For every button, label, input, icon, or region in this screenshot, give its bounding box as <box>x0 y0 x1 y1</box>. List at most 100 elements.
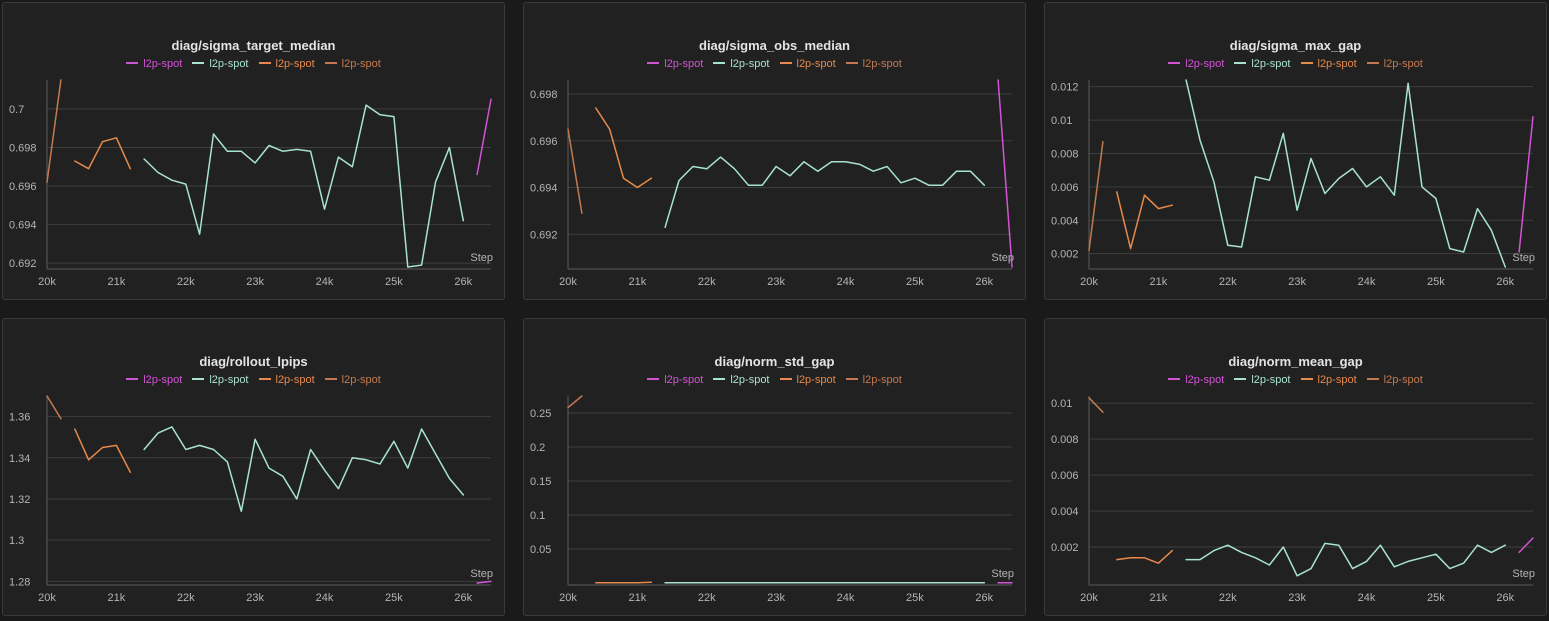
x-tick-label: 22k <box>1219 276 1237 288</box>
y-tick-label: 0.01 <box>1051 398 1072 410</box>
x-tick-label: 22k <box>177 592 195 604</box>
x-tick-label: 22k <box>698 276 716 288</box>
x-tick-label: 25k <box>906 592 924 604</box>
x-tick-label: 23k <box>246 276 264 288</box>
legend-item[interactable]: l2p-spot <box>1168 58 1224 70</box>
legend-item[interactable]: l2p-spot <box>1300 374 1357 386</box>
legend-item[interactable]: l2p-spot <box>1366 374 1423 386</box>
legend-item[interactable]: l2p-spot <box>1234 58 1291 70</box>
x-axis-label: Step <box>991 568 1014 580</box>
y-tick-label: 1.28 <box>9 576 30 588</box>
legend-item[interactable]: l2p-spot <box>324 58 381 70</box>
legend-item[interactable]: l2p-spot <box>1366 58 1423 70</box>
series-line <box>74 428 132 473</box>
y-tick-label: 0.15 <box>530 476 551 488</box>
legend-swatch <box>713 378 726 381</box>
legend-label: l2p-spot <box>209 374 249 386</box>
chart-legend: l2p-spot l2p-spot l2p-spot l2p-spot <box>3 58 504 70</box>
series-line <box>46 395 62 420</box>
legend-item[interactable]: l2p-spot <box>126 58 182 70</box>
x-tick-label: 25k <box>1427 276 1445 288</box>
legend-label: l2p-spot <box>1185 58 1225 70</box>
series-line <box>1518 115 1534 253</box>
legend-item[interactable]: l2p-spot <box>845 58 902 70</box>
legend-swatch <box>126 378 139 381</box>
x-tick-label: 20k <box>1080 276 1098 288</box>
series-line <box>74 137 132 170</box>
series-line <box>1116 549 1174 564</box>
x-tick-label: 25k <box>1427 592 1445 604</box>
legend-item[interactable]: l2p-spot <box>713 58 770 70</box>
y-tick-label: 0.698 <box>530 89 558 101</box>
legend-item[interactable]: l2p-spot <box>1300 58 1357 70</box>
chart-panel-rollout-lpips[interactable]: diag/rollout_lpips l2p-spot l2p-spot l2p-s… <box>2 318 505 616</box>
series-line <box>1088 141 1104 252</box>
series-line <box>1518 537 1534 554</box>
x-tick-label: 22k <box>177 276 195 288</box>
legend-item[interactable]: l2p-spot <box>713 374 770 386</box>
y-tick-label: 0.002 <box>1051 249 1079 261</box>
legend-swatch <box>1234 62 1247 65</box>
y-tick-label: 0.2 <box>530 442 545 454</box>
chart-plot: 0.692 0.694 0.696 0.698 20k 21k 22k 23k 24k 25k 26… <box>530 79 1014 288</box>
chart-panel-norm-mean-gap[interactable]: diag/norm_mean_gap l2p-spot l2p-spot l2p-s… <box>1044 318 1547 616</box>
legend-item[interactable]: l2p-spot <box>845 374 902 386</box>
chart-panel-sigma-obs-median[interactable]: diag/sigma_obs_median l2p-spot l2p-spot l2… <box>523 2 1026 300</box>
legend-label: l2p-spot <box>1251 374 1291 386</box>
y-tick-label: 0.006 <box>1051 470 1079 482</box>
legend-label: l2p-spot <box>341 58 381 70</box>
series-line <box>1185 79 1507 268</box>
legend-swatch <box>779 378 792 381</box>
x-tick-label: 23k <box>246 592 264 604</box>
legend-swatch <box>258 378 271 381</box>
chart-title: diag/sigma_obs_median <box>699 38 850 53</box>
legend-item[interactable]: l2p-spot <box>192 374 249 386</box>
legend-item[interactable]: l2p-spot <box>647 374 703 386</box>
legend-item[interactable]: l2p-spot <box>324 374 381 386</box>
legend-item[interactable]: l2p-spot <box>126 374 182 386</box>
legend-swatch <box>647 378 660 381</box>
legend-item[interactable]: l2p-spot <box>1168 374 1224 386</box>
series-line <box>476 98 492 176</box>
x-tick-label: 26k <box>1496 276 1514 288</box>
x-tick-label: 20k <box>38 276 56 288</box>
legend-swatch <box>192 378 205 381</box>
y-tick-label: 0.25 <box>530 408 551 420</box>
legend-item[interactable]: l2p-spot <box>779 58 836 70</box>
legend-swatch <box>1168 62 1181 65</box>
chart-plot: 0.05 0.1 0.15 0.2 0.25 20k 21k 22k 23k 24k 25k 26k S… <box>530 395 1014 604</box>
series-line <box>567 128 583 214</box>
legend-label: l2p-spot <box>796 374 836 386</box>
legend-item[interactable]: l2p-spot <box>1234 374 1291 386</box>
legend-label: l2p-spot <box>664 58 704 70</box>
series-line <box>997 79 1013 268</box>
y-tick-label: 0.004 <box>1051 506 1079 518</box>
legend-label: l2p-spot <box>1185 374 1225 386</box>
x-tick-label: 20k <box>38 592 56 604</box>
legend-item[interactable]: l2p-spot <box>192 58 249 70</box>
y-tick-label: 0.694 <box>9 220 37 232</box>
y-tick-label: 0.698 <box>9 142 37 154</box>
y-tick-label: 0.008 <box>1051 434 1079 446</box>
chart-panel-sigma-target-median[interactable]: diag/sigma_target_median l2p-spot l2p-spo… <box>2 2 505 300</box>
chart-panel-norm-std-gap[interactable]: diag/norm_std_gap l2p-spot l2p-spot l2p-sp… <box>523 318 1026 616</box>
y-tick-label: 1.3 <box>9 535 24 547</box>
legend-swatch <box>845 62 858 65</box>
series-line <box>143 426 465 513</box>
y-tick-label: 0.1 <box>530 510 545 522</box>
chart-plot: 1.28 1.3 1.32 1.34 1.36 20k 21k 22k 23k 24k 25k 26k… <box>9 395 493 604</box>
chart-plot: 0.002 0.004 0.006 0.008 0.01 20k 21k 22k 23k 24k 2… <box>1051 396 1535 604</box>
legend-item[interactable]: l2p-spot <box>258 58 315 70</box>
legend-swatch <box>1300 378 1313 381</box>
legend-label: l2p-spot <box>664 374 704 386</box>
chart-legend: l2p-spot l2p-spot l2p-spot l2p-spot <box>1045 374 1546 386</box>
legend-item[interactable]: l2p-spot <box>647 58 703 70</box>
series-line <box>595 107 653 189</box>
legend-item[interactable]: l2p-spot <box>779 374 836 386</box>
chart-panel-sigma-max-gap[interactable]: diag/sigma_max_gap l2p-spot l2p-spot l2p-s… <box>1044 2 1547 300</box>
legend-swatch <box>324 62 337 65</box>
legend-label: l2p-spot <box>1317 58 1357 70</box>
y-tick-label: 0.696 <box>530 136 558 148</box>
legend-label: l2p-spot <box>730 374 770 386</box>
legend-item[interactable]: l2p-spot <box>258 374 315 386</box>
